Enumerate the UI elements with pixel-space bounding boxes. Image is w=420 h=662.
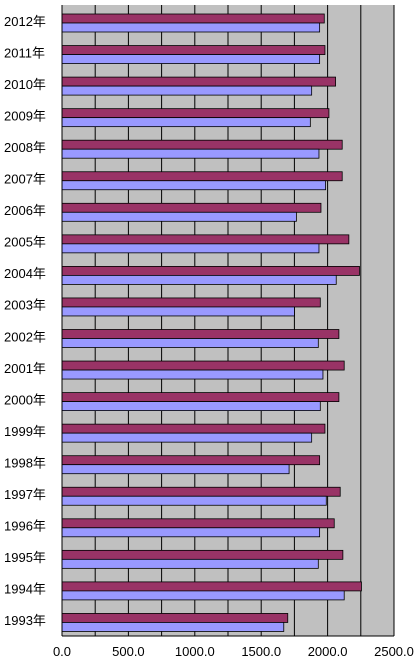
bar-series-1-2004年 (61, 265, 360, 276)
category-label: 2000年 (4, 392, 46, 407)
bar-series-2-1996年 (61, 527, 321, 538)
bar-series-1-2003年 (61, 297, 321, 308)
bar-series-1-1993年 (61, 613, 289, 623)
bar-series-1-1996年 (61, 518, 335, 529)
bar-series-1-1997年 (61, 486, 341, 497)
category-label: 2005年 (4, 235, 46, 250)
bar-series-1-2000年 (61, 392, 340, 403)
x-tick-label: 0.0 (53, 644, 71, 659)
category-label: 2010年 (4, 77, 46, 92)
bar-series-1-2002年 (61, 329, 340, 339)
bar-series-1-2005年 (61, 234, 350, 245)
category-label: 2006年 (4, 203, 46, 218)
x-tick-label: 500.0 (112, 644, 145, 659)
bar-series-2-2010年 (61, 85, 313, 96)
bar-series-2-2001年 (61, 369, 324, 380)
bar-series-1-2007年 (61, 171, 343, 182)
category-label: 2004年 (4, 266, 46, 281)
x-tick-label: 2000.0 (308, 644, 348, 659)
bar-series-2-2000年 (61, 401, 321, 412)
category-label: 2003年 (4, 298, 46, 313)
bar-series-2-2009年 (61, 117, 311, 128)
bar-series-2-1997年 (61, 495, 327, 506)
category-label: 1994年 (4, 582, 46, 597)
category-label: 1996年 (4, 519, 46, 534)
bar-series-2-1995年 (61, 558, 319, 569)
bars (61, 13, 362, 632)
category-label: 2011年 (4, 45, 45, 60)
x-tick-label: 1000.0 (175, 644, 215, 659)
category-label: 2007年 (4, 172, 46, 187)
bar-series-1-1999年 (61, 423, 326, 434)
bar-series-2-2005年 (61, 243, 320, 254)
bar-series-1-1995年 (61, 549, 344, 560)
bar-series-1-2008年 (61, 139, 343, 150)
category-label: 2001年 (4, 361, 46, 376)
x-axis-tick-labels: 0.0 500.0 1000.0 1500.0 2000.0 2500.0 (53, 644, 414, 659)
category-label: 2009年 (4, 108, 46, 123)
category-label: 1999年 (4, 424, 46, 439)
category-label: 2008年 (4, 140, 46, 155)
x-tick-label: 1500.0 (241, 644, 281, 659)
bar-series-2-2003年 (61, 306, 295, 317)
category-label: 1997年 (4, 487, 46, 502)
bar-series-2-2002年 (61, 338, 319, 348)
bar-series-1-2001年 (61, 360, 345, 371)
x-tick-label: 2500.0 (374, 644, 414, 659)
category-label: 2012年 (4, 14, 46, 29)
bar-series-2-2008年 (61, 148, 320, 159)
bar-series-2-2007年 (61, 180, 327, 191)
category-label: 1995年 (4, 550, 46, 565)
bar-series-2-1993年 (61, 622, 285, 632)
bar-series-2-1998年 (61, 464, 290, 475)
bar-series-1-2010年 (61, 76, 336, 87)
category-label: 1993年 (4, 613, 46, 628)
bar-series-1-1994年 (61, 581, 362, 592)
bar-series-2-2012年 (61, 22, 321, 33)
bar-series-1-2012年 (61, 13, 325, 24)
bar-series-2-1999年 (61, 432, 313, 443)
bar-series-1-2009年 (61, 108, 330, 119)
bar-series-1-1998年 (61, 455, 321, 466)
category-labels: 2012年 2011年 2010年 2009年 2008年 2007年 2006年 2005年… (4, 14, 46, 628)
bar-series-1-2011年 (61, 45, 326, 55)
category-label: 2002年 (4, 329, 46, 344)
bar-series-2-1994年 (61, 590, 345, 601)
category-label: 1998年 (4, 455, 46, 470)
bar-series-2-2006年 (61, 211, 297, 222)
bar-series-2-2004年 (61, 274, 337, 285)
bar-series-1-2006年 (61, 202, 322, 213)
bar-series-2-2011年 (61, 54, 321, 64)
